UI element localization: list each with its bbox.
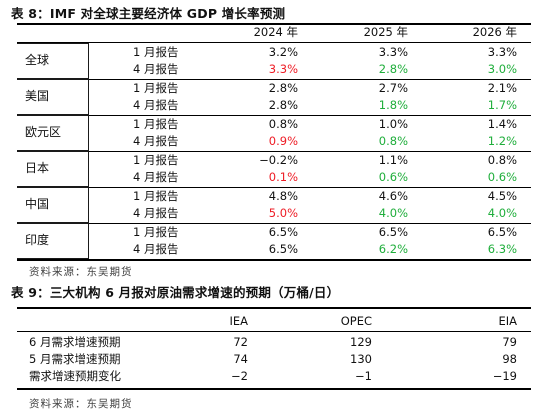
table8-group-rule: [17, 115, 531, 116]
table8-report-label: 4 月报告: [133, 206, 179, 220]
table9-column-header: IEA: [229, 314, 248, 328]
table8-year-header: 2025 年: [363, 25, 408, 39]
table8-value: 5.0%: [268, 206, 298, 220]
table8-value: 0.8%: [378, 134, 408, 148]
table8-value: 0.9%: [268, 134, 298, 148]
table8-value: 0.6%: [378, 170, 408, 184]
table8-value: 4.6%: [378, 189, 408, 203]
table8-header-rule: [17, 42, 531, 43]
table8-report-label: 4 月报告: [133, 62, 179, 76]
table9-row-label: 5 月需求增速预期: [29, 352, 121, 366]
table8-report-label: 1 月报告: [133, 153, 179, 167]
table8-value: 1.2%: [487, 134, 517, 148]
table8-value: 0.1%: [268, 170, 298, 184]
table8-value: 2.8%: [378, 62, 408, 76]
table8-value: 2.8%: [268, 98, 298, 112]
table8-region-box: [17, 115, 89, 151]
table8-value: 6.2%: [378, 242, 408, 256]
table9-value: −1: [355, 369, 372, 383]
table9-row-label: 需求增速预期变化: [29, 369, 121, 383]
table9-header-rule: [17, 331, 531, 332]
table8-region-name: 日本: [25, 161, 50, 175]
table8-value: 1.4%: [487, 117, 517, 131]
table8-group-rule: [17, 151, 531, 152]
table8-value: 4.8%: [268, 189, 298, 203]
table8-region-name: 全球: [25, 53, 50, 67]
table8-value: 3.3%: [268, 62, 298, 76]
table8-report-label: 1 月报告: [133, 45, 179, 59]
table8-value: 4.0%: [487, 206, 517, 220]
table8-value: 6.5%: [487, 225, 517, 239]
table8-region-name: 中国: [25, 197, 50, 211]
table8-title: 表 8：IMF 对全球主要经济体 GDP 增长率预测: [11, 6, 286, 21]
table8-region-box: [17, 151, 89, 187]
table8-report-label: 4 月报告: [133, 242, 179, 256]
table8-report-label: 4 月报告: [133, 134, 179, 148]
table8-region-box: [17, 79, 89, 115]
table8-report-label: 1 月报告: [133, 225, 179, 239]
table8-value: 1.1%: [378, 153, 408, 167]
table9-row-label: 6 月需求增速预期: [29, 335, 121, 349]
table9-value: 130: [350, 352, 372, 366]
table9-value: 98: [502, 352, 517, 366]
table8-year-header: 2026 年: [472, 25, 517, 39]
table8-report-label: 1 月报告: [133, 81, 179, 95]
table8-value: 2.7%: [378, 81, 408, 95]
table8-value: 3.3%: [378, 45, 408, 59]
table8-region-box: [17, 223, 89, 259]
table9-value: 74: [233, 352, 248, 366]
table8-value: 4.5%: [487, 189, 517, 203]
table8-value: 2.8%: [268, 81, 298, 95]
table9-value: −19: [492, 369, 517, 383]
table8-group-rule: [17, 223, 531, 224]
table9-column-header: EIA: [498, 314, 517, 328]
table8-value: −0.2%: [259, 153, 298, 167]
table8-report-label: 1 月报告: [133, 189, 179, 203]
table9-bottom-rule: [17, 388, 531, 390]
table8-value: 3.2%: [268, 45, 298, 59]
table8-value: 2.1%: [487, 81, 517, 95]
table9-value: 129: [350, 335, 372, 349]
table8-value: 1.0%: [378, 117, 408, 131]
table9-column-header: OPEC: [340, 314, 372, 328]
table8-value: 6.5%: [268, 242, 298, 256]
table8-bottom-rule: [17, 259, 531, 261]
table8-value: 0.8%: [268, 117, 298, 131]
table8-value: 3.3%: [487, 45, 517, 59]
table8-region-box: [17, 43, 89, 79]
table8-value: 1.7%: [487, 98, 517, 112]
table8-value: 3.0%: [487, 62, 517, 76]
table8-year-header: 2024 年: [253, 25, 298, 39]
table8-group-rule: [17, 187, 531, 188]
table8-value: 0.8%: [487, 153, 517, 167]
table8-value: 4.0%: [378, 206, 408, 220]
table9-source: 资料来源：东吴期货: [29, 398, 133, 410]
table8-value: 1.8%: [378, 98, 408, 112]
table8-group-rule: [17, 79, 531, 80]
table8-source: 资料来源：东吴期货: [29, 266, 133, 278]
table9-top-rule: [17, 307, 531, 309]
table9-value: −2: [231, 369, 248, 383]
table9-value: 79: [502, 335, 517, 349]
table8-region-name: 美国: [25, 89, 50, 103]
table8-value: 6.5%: [378, 225, 408, 239]
table8-value: 6.5%: [268, 225, 298, 239]
table8-region-box: [17, 187, 89, 223]
table8-top-rule: [17, 23, 531, 25]
table8-region-name: 印度: [25, 233, 50, 247]
table8-report-label: 4 月报告: [133, 98, 179, 112]
table8-region-name: 欧元区: [25, 125, 62, 139]
table9-title: 表 9：三大机构 6 月报对原油需求增速的预期（万桶/日）: [11, 285, 340, 300]
table8-report-label: 1 月报告: [133, 117, 179, 131]
table8-value: 6.3%: [487, 242, 517, 256]
table8-value: 0.6%: [487, 170, 517, 184]
table8-report-label: 4 月报告: [133, 170, 179, 184]
table9-value: 72: [233, 335, 248, 349]
